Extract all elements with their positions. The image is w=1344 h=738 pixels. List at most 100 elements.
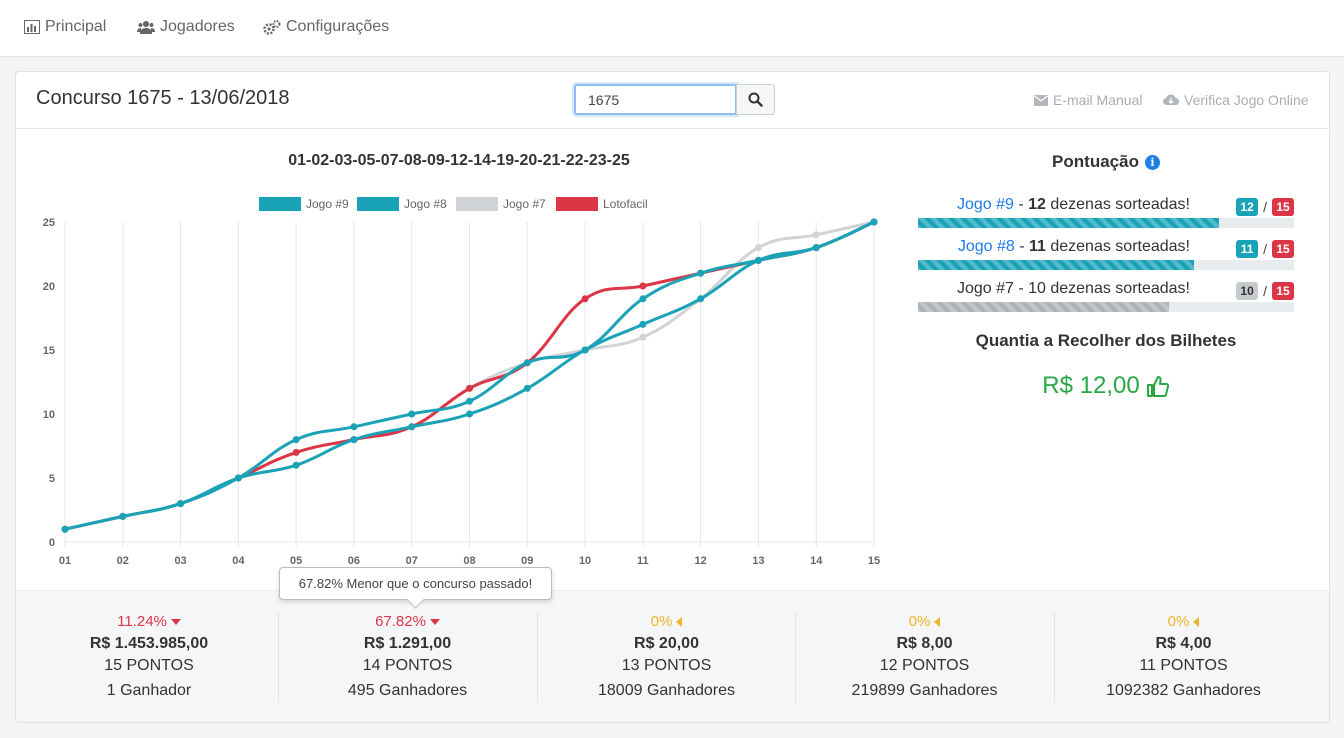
email-manual-link[interactable]: E-mail Manual	[1034, 92, 1142, 108]
hits-badge: 10	[1236, 282, 1259, 300]
y-tick-label: 15	[43, 345, 55, 357]
total-badge: 15	[1272, 282, 1294, 300]
data-point-jogo-9	[523, 359, 531, 367]
jogo-suffix: dezenas sorteadas!	[1045, 196, 1190, 213]
data-point-jogo-9	[177, 500, 185, 508]
legend-item-jogo-8[interactable]: Jogo #8	[357, 197, 447, 211]
data-point-jogo-9	[697, 269, 705, 277]
prize-amount: R$ 1.453.985,00	[89, 635, 209, 652]
jogo-score-row: Jogo #9 - 12 dezenas sorteadas! 12 / 15	[918, 194, 1294, 236]
jogo-count: 11	[1028, 238, 1046, 255]
pct-value: 67.82%	[375, 613, 426, 630]
pontuacao-label: Pontuação	[1052, 152, 1139, 171]
x-tick-label: 01	[59, 555, 71, 567]
jogo-link[interactable]: Jogo #8	[957, 238, 1015, 255]
concurso-card: Concurso 1675 - 13/06/2018 E-mail Manual…	[15, 71, 1330, 723]
jogo-score-row: Jogo #8 - 11 dezenas sorteadas! 11 / 15	[918, 236, 1294, 278]
data-point-jogo-9	[119, 512, 127, 520]
info-icon[interactable]: i	[1144, 154, 1160, 170]
points-label: 13 PONTOS	[621, 657, 712, 674]
progress-fill	[918, 218, 1219, 228]
data-point-jogo-9	[292, 436, 300, 444]
pct-change: 0%	[538, 613, 795, 631]
points-label: 14 PONTOS	[362, 657, 453, 674]
search-button[interactable]	[736, 84, 775, 115]
caret-left-icon	[1193, 617, 1200, 627]
progress-fill	[918, 302, 1169, 312]
data-point-lotofacil	[292, 448, 300, 456]
legend-label: Jogo #9	[306, 197, 349, 211]
x-tick-label: 14	[810, 555, 823, 567]
nav-label: Configurações	[286, 18, 390, 35]
jogo-sep: -	[1013, 196, 1029, 213]
nav-item-configuracoes[interactable]: Configurações	[263, 18, 389, 36]
x-tick-label: 09	[521, 555, 533, 567]
y-tick-label: 0	[49, 537, 55, 549]
hits-badge: 11	[1236, 240, 1259, 258]
hits-badge: 12	[1236, 198, 1259, 216]
data-point-jogo-7	[639, 333, 647, 341]
quantia-title: Quantia a Recolher dos Bilhetes	[975, 331, 1237, 350]
data-point-jogo-9	[581, 346, 589, 354]
legend-label: Jogo #8	[404, 197, 447, 211]
nav-item-jogadores[interactable]: Jogadores	[137, 18, 235, 36]
verifica-jogo-online-link[interactable]: Verifica Jogo Online	[1163, 92, 1309, 108]
points-label: 11 PONTOS	[1139, 657, 1228, 674]
users-icon	[137, 21, 155, 34]
total-badge: 15	[1272, 240, 1294, 258]
x-tick-label: 13	[752, 555, 764, 567]
score-badges: 10 / 15	[1236, 282, 1294, 300]
pct-change: 0%	[1055, 613, 1312, 631]
data-point-jogo-9	[350, 423, 358, 431]
legend-swatch	[456, 197, 498, 211]
winners-count: 495 Ganhadores	[347, 682, 468, 699]
x-tick-label: 06	[348, 555, 360, 567]
gears-icon	[263, 19, 281, 35]
quantia-amount: R$ 12,00	[1042, 372, 1140, 399]
y-tick-label: 25	[43, 217, 55, 229]
legend-item-jogo-7[interactable]: Jogo #7	[456, 197, 546, 211]
pct-value: 0%	[1167, 613, 1190, 630]
envelope-icon	[1034, 94, 1048, 106]
jogo-score-text: Jogo #7 - 10 dezenas sorteadas!	[956, 280, 1190, 297]
data-point-jogo-9	[812, 244, 820, 252]
page-title: Concurso 1675 - 13/06/2018	[36, 87, 290, 109]
prize-amount: R$ 1.291,00	[363, 635, 452, 652]
data-point-jogo-9	[466, 397, 473, 405]
legend-label: Lotofacil	[603, 197, 648, 211]
prize-amount: R$ 20,00	[634, 635, 699, 652]
thumbs-up-icon	[1146, 376, 1169, 397]
winners-count: 1092382 Ganhadores	[1106, 682, 1261, 699]
jogo-score-text: Jogo #9 - 12 dezenas sorteadas!	[957, 196, 1190, 214]
nav-item-principal[interactable]: Principal	[24, 18, 106, 36]
search-icon	[748, 92, 763, 107]
progress-bar	[918, 218, 1294, 228]
winners-count: 219899 Ganhadores	[851, 682, 998, 699]
x-tick-label: 07	[406, 555, 418, 567]
total-badge: 15	[1272, 198, 1294, 216]
legend-item-jogo-9[interactable]: Jogo #9	[259, 197, 349, 211]
card-header: Concurso 1675 - 13/06/2018 E-mail Manual…	[16, 72, 1329, 129]
winners-count: 1 Ganhador	[106, 682, 192, 699]
data-point-jogo-9	[754, 256, 762, 264]
concurso-search-input[interactable]	[574, 84, 737, 115]
jogo-sep: -	[1014, 238, 1029, 255]
legend-swatch	[357, 197, 399, 211]
chart-title: 01-02-03-05-07-08-09-12-14-19-20-21-22-2…	[288, 152, 630, 169]
jogo-link[interactable]: Jogo #9	[956, 196, 1014, 213]
data-point-jogo-8	[697, 295, 705, 303]
pct-change[interactable]: 67.82%	[279, 613, 536, 631]
x-tick-label: 12	[695, 555, 707, 567]
x-tick-label: 10	[579, 555, 591, 567]
stat-12-pontos: 0% R$ 8,00 12 PONTOS 219899 Ganhadores	[795, 613, 1053, 703]
bar-chart-icon	[24, 20, 40, 34]
cloud-download-icon	[1163, 94, 1179, 105]
premiacao-stats: 11.24% R$ 1.453.985,00 15 PONTOS 1 Ganha…	[16, 590, 1329, 722]
legend-item-lotofacil[interactable]: Lotofacil	[556, 197, 648, 211]
x-tick-label: 15	[868, 555, 880, 567]
x-tick-label: 02	[117, 555, 129, 567]
points-label: 15 PONTOS	[104, 657, 194, 674]
pct-value: 0%	[650, 613, 673, 630]
data-point-jogo-7	[754, 244, 762, 252]
